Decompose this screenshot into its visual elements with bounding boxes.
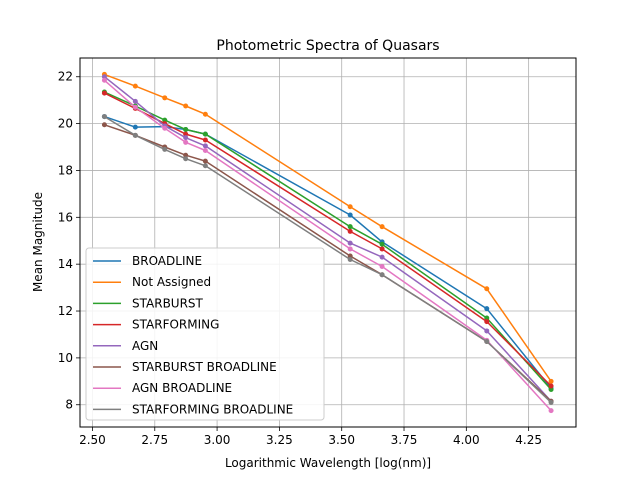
- y-tick-label: 18: [58, 163, 73, 177]
- data-point-starforming-broadline: [101, 114, 107, 120]
- data-point-agn: [379, 254, 385, 260]
- data-point-agn: [202, 143, 208, 149]
- data-point-agn-broadline: [379, 264, 385, 270]
- data-point-agn-broadline: [162, 125, 168, 131]
- data-point-agn: [132, 98, 138, 104]
- data-point-broadline: [347, 212, 353, 218]
- x-tick-label: 2.75: [141, 433, 168, 447]
- data-point-starburst: [484, 315, 490, 321]
- data-point-starburst: [347, 224, 353, 230]
- data-point-agn-broadline: [183, 139, 189, 145]
- data-point-not-assigned: [202, 111, 208, 117]
- y-tick-label: 14: [58, 257, 73, 271]
- data-point-starforming: [484, 319, 490, 325]
- y-tick-label: 16: [58, 210, 73, 224]
- data-point-starburst: [202, 131, 208, 137]
- data-point-not-assigned: [548, 378, 554, 384]
- data-point-starforming-broadline: [162, 146, 168, 152]
- data-point-starforming-broadline: [379, 272, 385, 278]
- data-point-starburst: [379, 241, 385, 247]
- x-tick-label: 4.00: [453, 433, 480, 447]
- x-tick-label: 3.75: [391, 433, 418, 447]
- data-point-agn-broadline: [347, 246, 353, 252]
- data-point-starforming: [183, 131, 189, 137]
- y-tick-label: 22: [58, 70, 73, 84]
- data-point-starforming-broadline: [347, 256, 353, 262]
- y-tick-label: 20: [58, 117, 73, 131]
- data-point-agn: [101, 74, 107, 80]
- legend-label-starforming: STARFORMING: [132, 318, 219, 332]
- chart-title: Photometric Spectra of Quasars: [216, 38, 439, 54]
- data-point-starburst-broadline: [347, 253, 353, 259]
- x-tick-label: 4.25: [515, 433, 542, 447]
- x-tick-label: 3.25: [266, 433, 293, 447]
- legend-label-broadline: BROADLINE: [132, 254, 202, 268]
- data-point-agn: [484, 328, 490, 334]
- legend-label-starburst: STARBURST: [132, 296, 204, 310]
- data-point-starforming: [347, 228, 353, 234]
- data-point-agn: [347, 240, 353, 246]
- data-point-starforming-broadline: [132, 132, 138, 138]
- data-point-not-assigned: [132, 83, 138, 89]
- legend-label-agn: AGN: [132, 339, 158, 353]
- data-point-starburst-broadline: [202, 158, 208, 164]
- y-axis-label: Mean Magnitude: [31, 192, 45, 292]
- data-point-starforming: [379, 246, 385, 252]
- data-point-agn-broadline: [202, 148, 208, 154]
- data-point-not-assigned: [484, 286, 490, 292]
- legend: BROADLINE Not Assigned STARBURST STARFORMIN…: [85, 247, 325, 421]
- data-point-starburst-broadline: [183, 152, 189, 158]
- data-point-agn-broadline: [101, 77, 107, 83]
- data-point-agn-broadline: [132, 104, 138, 110]
- data-point-agn-broadline: [548, 408, 554, 414]
- legend-box: [85, 247, 325, 421]
- series-layer: [101, 71, 554, 414]
- y-tick-label: 8: [65, 398, 73, 412]
- data-point-starforming-broadline: [548, 399, 554, 405]
- data-point-starforming: [202, 137, 208, 143]
- data-point-starburst: [162, 117, 168, 123]
- data-point-starforming-broadline: [484, 338, 490, 344]
- data-point-agn: [183, 135, 189, 141]
- legend-label-starforming-broadline: STARFORMING BROADLINE: [132, 402, 293, 416]
- legend-label-not-assigned: Not Assigned: [132, 275, 211, 289]
- data-point-not-assigned: [347, 204, 353, 210]
- data-point-starforming-broadline: [183, 156, 189, 162]
- plot-frame: [79, 57, 577, 428]
- data-point-starburst: [183, 126, 189, 132]
- y-tick-label: 12: [58, 304, 73, 318]
- legend-label-agn-broadline: AGN BROADLINE: [132, 381, 232, 395]
- data-point-not-assigned: [162, 95, 168, 101]
- x-tick-label: 3.00: [204, 433, 231, 447]
- data-point-starforming: [548, 383, 554, 389]
- x-axis-label: Logarithmic Wavelength [log(nm)]: [225, 456, 431, 470]
- data-point-starburst: [548, 387, 554, 393]
- x-tick-label: 2.50: [79, 433, 106, 447]
- data-point-starforming-broadline: [202, 163, 208, 169]
- x-tick-label: 3.50: [328, 433, 355, 447]
- data-point-broadline: [484, 306, 490, 312]
- y-tick-label: 10: [58, 351, 73, 365]
- data-point-not-assigned: [379, 224, 385, 230]
- legend-label-starburst-broadline: STARBURST BROADLINE: [132, 360, 277, 374]
- axis-ticks: 2.50 2.75 3.00 3.25 3.50 3.75 4.00 4.25 8 10 12 14 1…: [58, 70, 542, 447]
- data-point-starforming: [101, 90, 107, 96]
- data-point-broadline: [132, 124, 138, 130]
- data-point-not-assigned: [183, 103, 189, 109]
- data-point-starburst-broadline: [101, 122, 107, 128]
